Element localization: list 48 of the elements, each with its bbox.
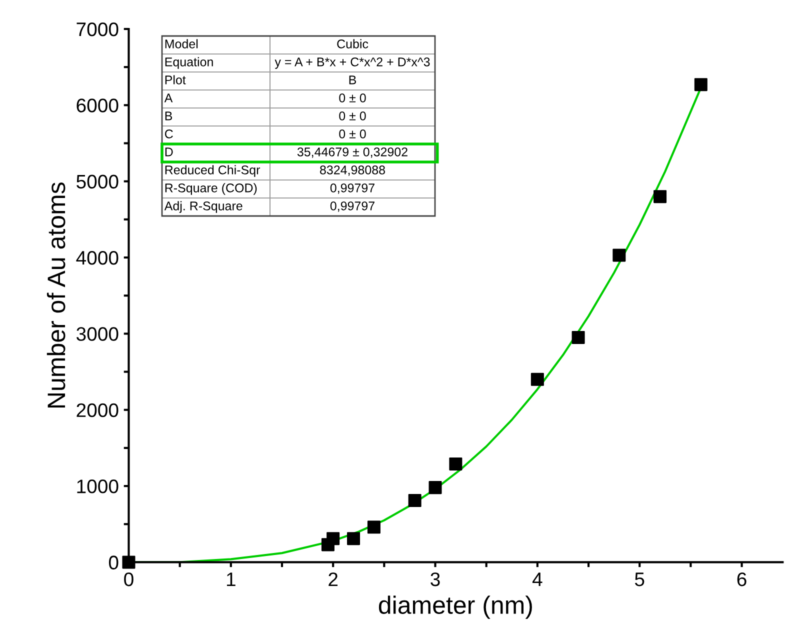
point xyxy=(694,78,708,92)
point xyxy=(612,248,626,262)
point xyxy=(408,494,422,508)
annotation: Model xyxy=(165,39,198,48)
point xyxy=(326,532,340,546)
annotation: B xyxy=(165,112,172,120)
x-tick-label: 1 xyxy=(226,572,236,586)
x-tick-label: 4 xyxy=(532,572,542,586)
annotation: Cubic xyxy=(337,39,368,48)
y-tick-label: 1000 xyxy=(77,480,118,494)
x-tick-label: 0 xyxy=(124,572,134,586)
annotation: B xyxy=(349,76,356,84)
annotation: 0,99797 xyxy=(330,184,374,194)
x-tick-label: 5 xyxy=(634,572,644,586)
point xyxy=(654,190,667,204)
annotation: Adj. R-Square xyxy=(164,201,242,213)
y-tick-label: 3000 xyxy=(76,327,118,341)
y-axis-title: Number of Au atoms xyxy=(46,182,66,408)
point xyxy=(530,372,544,386)
x-axis-title: diameter (nm) xyxy=(378,596,532,619)
annotation: 35,44679 ± 0,32902 xyxy=(297,148,408,158)
annotation: 0 ± 0 xyxy=(339,112,366,120)
point xyxy=(122,556,136,569)
annotation: A xyxy=(164,94,173,102)
point xyxy=(367,520,380,534)
y-tick-label: 5000 xyxy=(76,174,118,189)
y-tick-label: 0 xyxy=(108,556,118,570)
annotation: R-Square (COD) xyxy=(165,183,257,195)
point xyxy=(572,330,585,344)
annotation: y = A + B*x + C*x^2 + D*x^3 xyxy=(274,58,430,69)
annotation: C xyxy=(164,130,173,138)
x-tick-label: 3 xyxy=(430,572,440,586)
annotation: 0,99797 xyxy=(330,202,374,212)
y-tick-label: 2000 xyxy=(76,403,118,418)
annotation: 0 ± 0 xyxy=(339,130,366,138)
x-tick-label: 2 xyxy=(328,572,338,586)
point xyxy=(347,532,360,546)
annotation: Reduced Chi-Sqr xyxy=(165,165,260,177)
point xyxy=(449,457,462,470)
annotation: 0 ± 0 xyxy=(339,94,366,102)
annotation: 8324,98088 xyxy=(320,166,385,176)
y-tick-label: 4000 xyxy=(76,250,118,265)
x-tick-label: 6 xyxy=(737,572,746,586)
annotation: Plot xyxy=(165,75,186,84)
y-tick-label: 7000 xyxy=(76,22,118,36)
y-tick-label: 6000 xyxy=(76,98,118,112)
point xyxy=(428,481,442,494)
annotation: Equation xyxy=(165,57,213,69)
